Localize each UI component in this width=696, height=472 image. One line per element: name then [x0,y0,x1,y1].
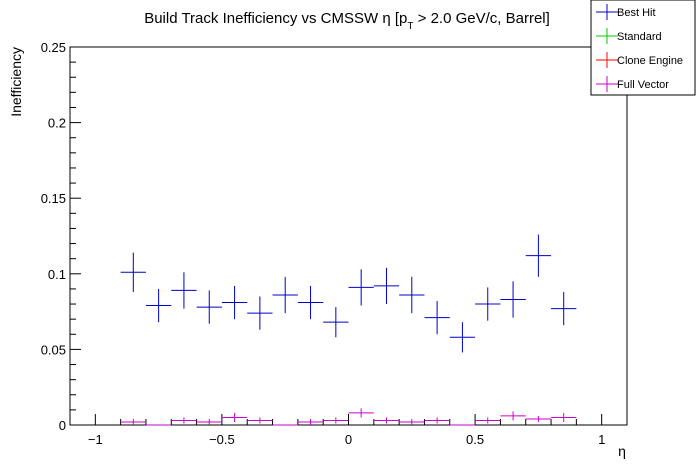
data-point [348,269,374,306]
x-tick-label: 0.5 [466,432,484,447]
data-point [297,418,324,425]
data-point [475,287,501,321]
data-point [145,288,172,323]
data-point [323,307,349,338]
y-tick-label: 0.1 [48,267,66,282]
data-point [297,285,324,320]
legend-label: Standard [617,31,662,43]
data-point [221,412,248,422]
data-point [272,276,298,314]
x-tick-label: −1 [88,432,103,447]
data-point [551,412,577,422]
series-full-vector [120,408,577,426]
data-point [551,291,577,326]
series-layer [120,234,577,426]
x-tick-label: 1 [598,432,605,447]
data-point [449,322,476,353]
data-point [525,234,552,277]
legend-item: Full Vector [596,76,669,92]
y-tick-label: 0.25 [41,40,66,55]
chart-title: Build Track Inefficiency vs CMSSW η [pT … [144,10,550,32]
data-point [221,285,248,320]
y-tick-label: 0.05 [41,342,66,357]
y-tick-label: 0 [59,418,66,433]
legend-item: Best Hit [596,4,656,20]
data-point [323,417,349,424]
data-point [348,408,374,418]
legend-label: Best Hit [617,7,656,19]
chart-title-rest: > 2.0 GeV/c, Barrel] [413,10,549,27]
y-tick-label: 0.15 [41,191,66,206]
data-point [373,417,400,424]
data-point [525,415,552,422]
legend: Best Hit Standard Clone Engine Full Vector [590,0,696,96]
x-axis-label: η [618,443,626,459]
y-axis-label: Inefficiency [8,47,24,117]
legend-item: Standard [596,28,662,44]
data-point [500,411,526,421]
chart-title-main: Build Track Inefficiency vs CMSSW η [p [144,10,407,27]
data-point [424,417,450,424]
y-axis: 0 0.05 0.1 0.15 0.2 0.25 [41,40,81,433]
data-point [120,418,146,425]
x-tick-label: −0.5 [209,432,235,447]
data-point [399,276,425,314]
data-point [475,417,501,424]
data-point [196,418,222,425]
data-point [373,267,400,305]
legend-box [590,0,696,96]
data-point [399,418,425,425]
data-point [171,272,197,309]
legend-label: Clone Engine [617,55,683,67]
data-point [424,301,450,335]
plot-frame [69,46,628,426]
legend-item: Clone Engine [596,52,683,68]
data-point [247,296,273,330]
legend-label: Full Vector [617,79,669,91]
data-point [196,290,222,324]
data-point [500,281,526,318]
data-point [247,417,273,424]
data-point [171,417,197,424]
x-tick-label: 0 [345,432,352,447]
chart-title-subscript: T [407,21,413,32]
series-best-hit [120,234,577,353]
data-point [120,252,146,292]
y-tick-label: 0.2 [48,116,66,131]
